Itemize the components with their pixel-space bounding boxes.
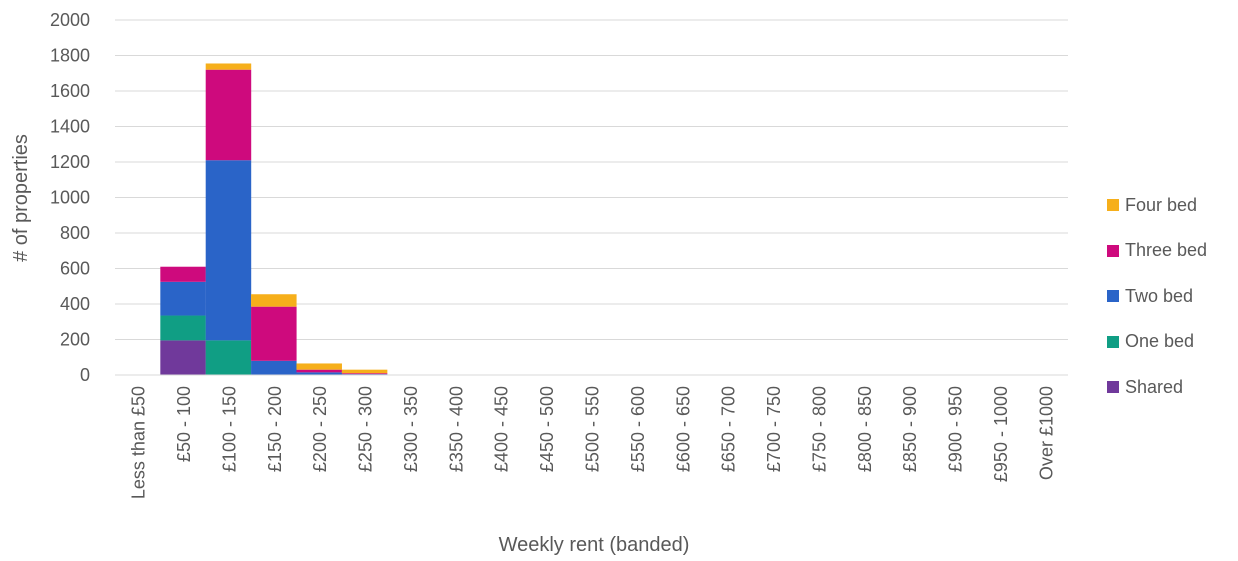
x-tick-label: £950 - 1000 — [991, 386, 1011, 482]
bar-segment-three-bed — [160, 266, 206, 282]
x-tick-label: £800 - 850 — [855, 386, 875, 472]
x-tick-label: £850 - 900 — [900, 386, 920, 472]
bar-segment-four-bed — [296, 363, 342, 370]
x-tick-label: Less than £50 — [129, 386, 149, 499]
x-tick-label: £400 - 450 — [492, 386, 512, 472]
legend-swatch — [1107, 244, 1119, 257]
y-axis-tick-labels: 0 200 400 600 800 1000 1200 1400 1600 1800 2000 — [50, 10, 90, 385]
x-tick-label: £150 - 200 — [265, 386, 285, 472]
x-tick-label: £600 - 650 — [673, 386, 693, 472]
bar-segment-two-bed — [251, 360, 297, 375]
x-tick-label: £200 - 250 — [310, 386, 330, 472]
legend-swatch — [1107, 290, 1119, 302]
legend-label: Three bed — [1125, 240, 1208, 260]
bar-segment-three-bed — [205, 69, 252, 161]
legend-label: Four bed — [1125, 194, 1198, 215]
x-tick-label: £300 - 350 — [401, 386, 421, 472]
legend-item-two-bed: Two bed — [1107, 281, 1207, 311]
x-tick-label: £700 - 750 — [764, 386, 784, 472]
y-tick-label: 1600 — [50, 81, 90, 101]
bar-segment-four-bed — [251, 294, 297, 307]
x-axis-title: Weekly rent (banded) — [499, 534, 690, 556]
legend-item-one-bed: One bed — [1107, 327, 1207, 357]
x-tick-label: £650 - 700 — [719, 386, 739, 472]
legend-swatch — [1107, 199, 1119, 211]
legend-item-three-bed: Three bed — [1107, 236, 1207, 266]
bar-segment-one-bed — [205, 340, 252, 375]
y-tick-label: 1000 — [50, 188, 90, 208]
bar-segment-three-bed — [296, 369, 342, 373]
legend: Four bed Three bed Two bed One bed Shared — [1107, 190, 1207, 418]
x-tick-label: £50 - 100 — [174, 386, 194, 462]
x-tick-label: £250 - 300 — [356, 386, 376, 472]
x-tick-label: £550 - 600 — [628, 386, 648, 472]
x-tick-label: £350 - 400 — [446, 386, 466, 472]
x-tick-label: £100 - 150 — [219, 386, 239, 472]
x-axis-tick-labels: Less than £50 £50 - 100 £100 - 150 £150 - 2… — [129, 386, 1057, 499]
legend-swatch — [1107, 335, 1119, 348]
x-tick-label: £450 - 500 — [537, 386, 557, 472]
y-tick-label: 200 — [60, 330, 90, 350]
legend-item-shared: Shared — [1107, 372, 1207, 402]
y-tick-label: 1200 — [50, 152, 90, 172]
bar-segment-shared — [160, 340, 206, 375]
y-tick-label: 400 — [60, 294, 90, 314]
bars — [160, 63, 388, 375]
y-tick-label: 600 — [60, 259, 90, 279]
x-tick-label: £900 - 950 — [946, 386, 966, 472]
y-tick-label: 0 — [80, 365, 90, 385]
bar-segment-three-bed — [251, 306, 297, 361]
y-axis-title: # of properties — [10, 134, 32, 262]
gridlines — [115, 19, 1068, 340]
y-tick-label: 800 — [60, 223, 90, 243]
bar-segment-two-bed — [296, 372, 342, 375]
bar-segment-one-bed — [160, 315, 206, 341]
legend-label: One bed — [1125, 331, 1195, 351]
bar-segment-four-bed — [205, 63, 252, 70]
x-tick-label: Over £1000 — [1036, 386, 1056, 480]
legend-label: Two bed — [1125, 285, 1194, 306]
y-tick-label: 2000 — [50, 10, 90, 30]
x-tick-label: £750 - 800 — [809, 386, 829, 472]
bar-segment-four-bed — [341, 369, 388, 374]
bar-segment-two-bed — [160, 281, 206, 316]
bar-segment-two-bed — [205, 160, 252, 341]
legend-item-four-bed: Four bed — [1107, 190, 1207, 220]
x-tick-label: £500 - 550 — [583, 386, 603, 472]
bar-segment-three-bed — [341, 373, 388, 375]
y-tick-label: 1400 — [50, 117, 90, 137]
y-tick-label: 1800 — [50, 46, 90, 66]
legend-swatch — [1107, 381, 1119, 393]
legend-label: Shared — [1125, 376, 1184, 397]
